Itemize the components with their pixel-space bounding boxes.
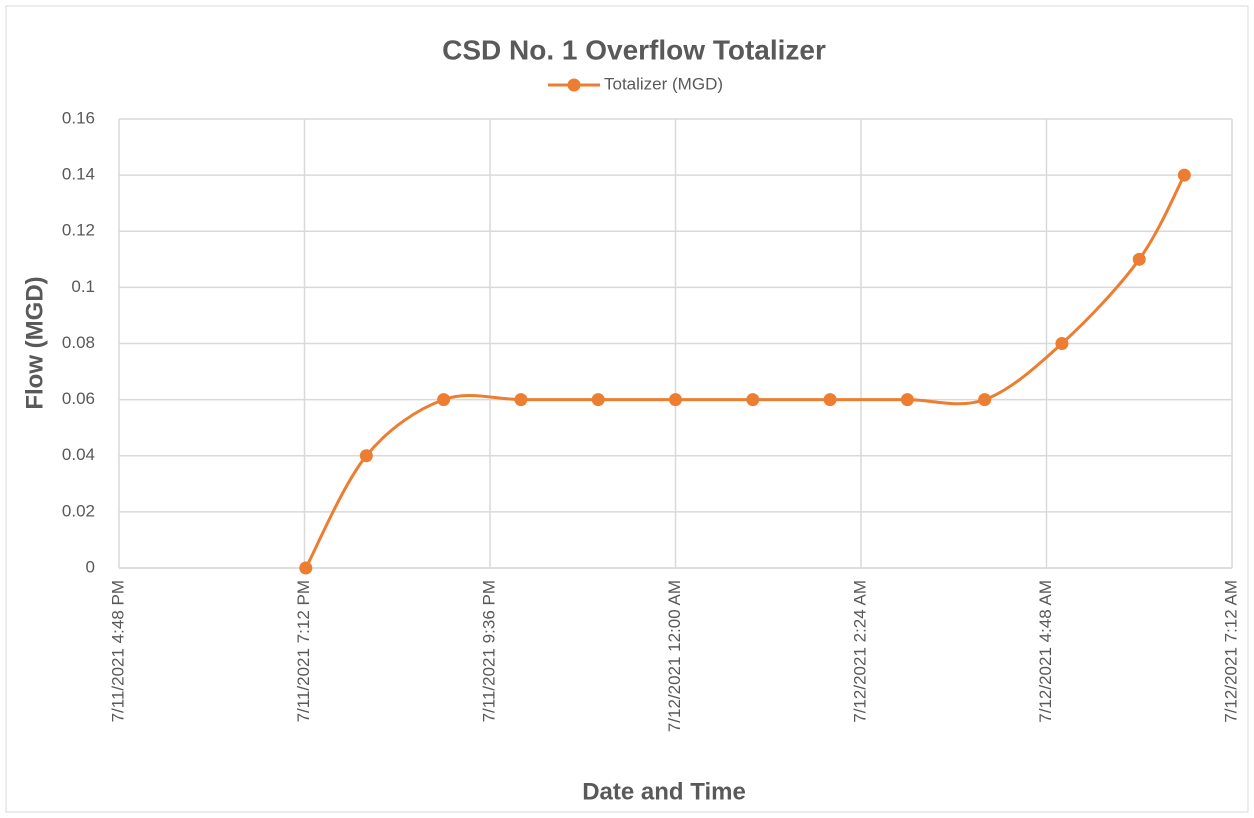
y-tick-label: 0: [86, 557, 95, 576]
y-tick-label: 0.1: [71, 277, 95, 296]
y-axis-title: Flow (MGD): [21, 276, 48, 409]
point-marker: [1177, 168, 1191, 182]
chart-border: [5, 5, 1249, 813]
point-marker: [359, 449, 373, 463]
point-marker: [1132, 252, 1146, 266]
point-marker: [514, 393, 528, 407]
y-tick-label: 0.02: [62, 501, 95, 520]
y-tick-label: 0.14: [62, 165, 95, 184]
y-tick-label: 0.08: [62, 333, 95, 352]
x-tick-label: 7/11/2021 7:12 PM: [294, 580, 313, 722]
chart-title: CSD No. 1 Overflow Totalizer: [442, 34, 826, 65]
point-marker: [669, 393, 682, 407]
point-marker: [1055, 337, 1069, 350]
point-marker: [437, 393, 451, 407]
y-tick-label: 0.12: [62, 221, 95, 240]
x-tick-label: 7/12/2021 2:24 AM: [850, 580, 869, 723]
point-marker: [746, 393, 760, 407]
point-marker: [823, 393, 837, 407]
y-tick-label: 0.06: [62, 389, 95, 408]
legend-marker: [567, 78, 581, 92]
y-tick-label: 0.16: [62, 108, 95, 127]
x-tick-label: 7/11/2021 4:48 PM: [108, 580, 127, 722]
x-tick-label: 7/12/2021 7:12 AM: [1221, 580, 1240, 723]
point-marker: [299, 561, 313, 575]
x-tick-label: 7/11/2021 9:36 PM: [479, 580, 498, 722]
point-marker: [978, 393, 992, 407]
x-tick-label: 7/12/2021 4:48 AM: [1036, 580, 1055, 723]
point-marker: [591, 393, 605, 407]
legend-label: Totalizer (MGD): [604, 74, 723, 93]
x-axis-title: Date and Time: [582, 778, 746, 805]
point-marker: [900, 393, 914, 407]
x-tick-label: 7/12/2021 12:00 AM: [665, 580, 684, 732]
y-tick-label: 0.04: [62, 445, 95, 464]
